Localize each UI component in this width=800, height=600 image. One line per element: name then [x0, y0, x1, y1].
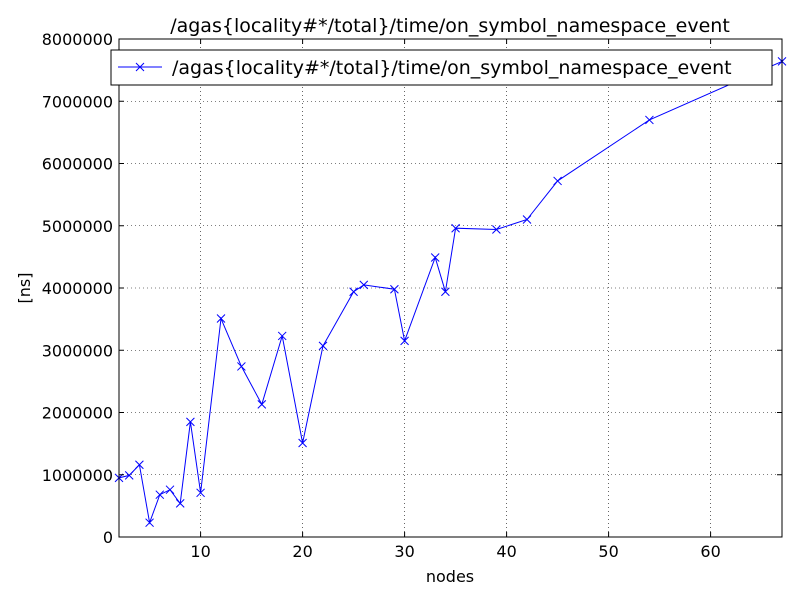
y-tick-label: 4000000	[42, 279, 113, 298]
x-tick-label: 60	[700, 542, 720, 561]
y-tick-label: 1000000	[42, 466, 113, 485]
legend-marker-swatch	[135, 62, 145, 72]
data-point-marker	[492, 225, 501, 234]
y-tick-label: 2000000	[42, 404, 113, 423]
data-point-marker	[349, 287, 358, 297]
data-point-marker	[359, 280, 369, 290]
y-tick-label: 6000000	[42, 155, 113, 174]
data-point-marker	[257, 400, 267, 409]
y-axis-label: [ns]	[15, 273, 34, 304]
x-tick-label: 10	[190, 542, 210, 561]
y-tick-label: 5000000	[42, 217, 113, 236]
data-point-marker	[196, 488, 205, 498]
data-point-marker	[451, 223, 460, 233]
ticks: 0 1000000 2000000 3000000 4000000 5000000 6000…	[42, 30, 782, 561]
legend: /agas{locality#*/total}/time/on_symbol_n…	[110, 49, 773, 86]
data-point-marker	[145, 518, 154, 528]
data-point-marker	[155, 490, 165, 500]
data-point-marker	[237, 362, 246, 371]
x-tick-label: 20	[292, 542, 312, 561]
x-tick-label: 30	[394, 542, 414, 561]
x-tick-label: 40	[496, 542, 516, 561]
legend-box	[110, 49, 773, 86]
data-point-marker	[318, 341, 328, 351]
data-point-marker	[400, 336, 409, 346]
legend-label: /agas{locality#*/total}/time/on_symbol_n…	[172, 57, 732, 79]
grid	[119, 39, 782, 537]
data-point-marker	[298, 438, 307, 448]
data-point-marker	[522, 215, 532, 224]
y-tick-label: 8000000	[42, 30, 113, 49]
y-tick-label: 3000000	[42, 341, 113, 360]
data-point-marker	[135, 460, 144, 470]
data-point-marker	[165, 485, 175, 495]
data-point-marker	[124, 471, 134, 480]
chart-title: /agas{locality#*/total}/time/on_symbol_n…	[170, 15, 730, 37]
data-point-marker	[216, 314, 226, 323]
x-axis-label: nodes	[426, 567, 474, 586]
data-point-marker	[277, 331, 287, 341]
x-tick-label: 50	[598, 542, 618, 561]
plot-area	[119, 39, 782, 537]
data-point-marker	[441, 287, 450, 297]
data-point-marker	[175, 499, 185, 508]
data-point-marker	[390, 284, 399, 294]
y-tick-label: 0	[103, 528, 113, 547]
data-point-marker	[186, 417, 195, 427]
y-tick-label: 7000000	[42, 92, 113, 111]
series-layer	[114, 57, 787, 528]
data-point-marker	[553, 176, 562, 186]
data-point-marker	[430, 253, 440, 262]
data-point-marker	[645, 115, 654, 125]
